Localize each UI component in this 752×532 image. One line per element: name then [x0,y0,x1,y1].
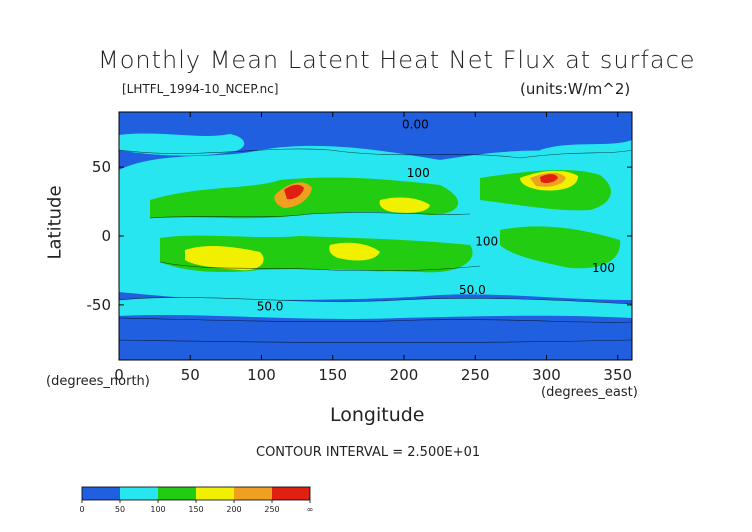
colorbar-bin [196,487,234,500]
contour-interval-text: CONTOUR INTERVAL = 2.500E+01 [256,445,481,460]
gulf-stream-red [284,184,304,200]
flux-field [119,112,632,360]
colorbar-bin [272,487,310,500]
contour-label: 100 [592,261,615,275]
north-atlantic-patch [119,133,245,156]
colorbar-label: 150 [188,505,203,514]
contour-label: 50.0 [459,283,486,297]
x-tick-label: 200 [390,366,419,384]
axis-ticks: 0 50 100 150 200 250 300 350 50 0 -50 [87,112,632,384]
x-axis-units: (degrees_east) [541,385,638,400]
antarctic-region [119,330,632,360]
colorbar-label: 250 [264,505,279,514]
contour-labels-layer: 0.00 100 100 100 50.0 50.0 [257,118,615,314]
contour-lines [119,148,632,344]
y-tick-label: 50 [92,158,111,176]
colorbar-bin [158,487,196,500]
colorbar-label: 200 [226,505,241,514]
x-tick-label: 150 [318,366,347,384]
contour-label: 0.00 [402,118,429,132]
kuroshio-red [540,174,558,183]
colorbar-bin [120,487,158,500]
north-pacific-patch [540,140,632,171]
colorbar-label: ∞ [307,505,314,514]
file-name: [LHTFL_1994-10_NCEP.nc] [122,82,279,96]
south-atlantic-yellow [185,246,264,271]
colorbar-label: 0 [79,505,84,514]
colorbar-label: 50 [115,505,125,514]
indian-ocean-yellow [329,242,380,261]
south-pacific-green [500,226,621,269]
x-tick-label: 300 [532,366,561,384]
contour-label: 50.0 [257,299,284,313]
x-tick-label: 100 [247,366,276,384]
x-tick-label: 0 [114,366,124,384]
y-axis-units: (degrees_north) [46,374,150,389]
units-label: (units:W/m^2) [520,80,631,98]
colorbar-bin [82,487,120,500]
southern-ocean-band [119,297,632,319]
colorbar-bin [234,487,272,500]
contour-label: 100 [475,235,498,249]
x-tick-label: 350 [603,366,632,384]
colorbar-label: 100 [150,505,165,514]
y-tick-label: 0 [101,227,111,245]
colorbar: 0 50 100 150 200 250 ∞ [79,486,314,514]
x-tick-label: 250 [461,366,490,384]
contour-label: 100 [407,166,430,180]
pacific-yellow [379,197,430,213]
y-tick-label: -50 [87,296,112,314]
moderate-flux-band [119,145,632,300]
x-tick-label: 50 [181,366,200,384]
chart-title: Monthly Mean Latent Heat Net Flux at sur… [98,46,696,74]
x-axis-label: Longitude [330,404,425,426]
